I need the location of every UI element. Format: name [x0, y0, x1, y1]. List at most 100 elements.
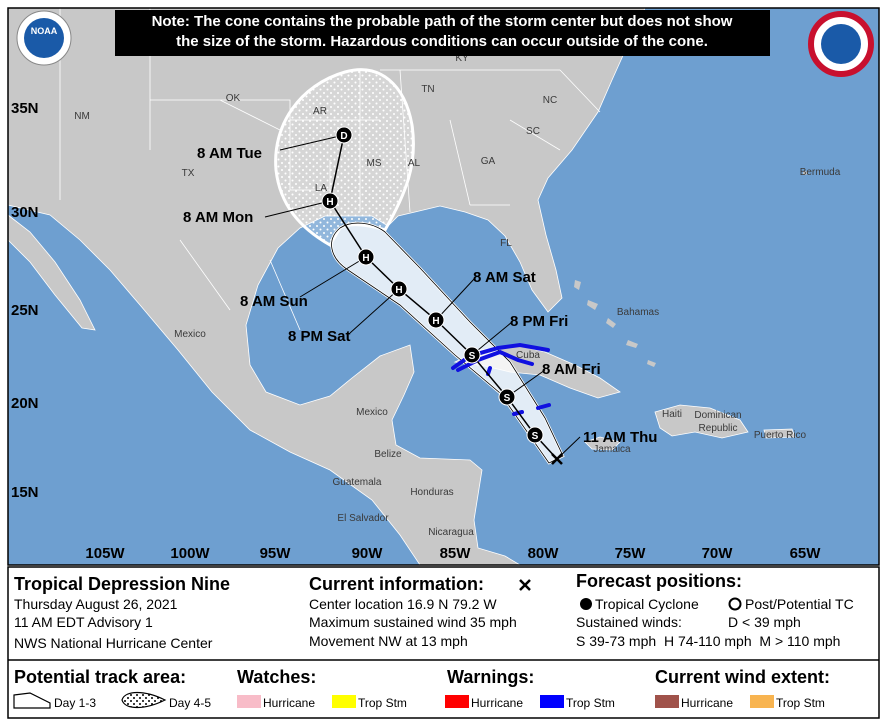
- leader-line: [435, 277, 476, 321]
- forecast-time: 8 PM Sat: [288, 328, 351, 345]
- place-label: Jamaica: [593, 444, 631, 455]
- overlay-layer: 35N 30N 25N 20N 15N 105W 100W 95W 90W 85W 80W 75W 70…: [11, 53, 841, 562]
- legend-item: Hurricane: [681, 696, 733, 710]
- forecast-title: Forecast positions:: [576, 571, 742, 591]
- place-label: FL: [500, 238, 512, 249]
- place-label: Puerto Rico: [754, 430, 807, 441]
- legend-group-title: Warnings:: [447, 667, 534, 687]
- forecast-marker: [498, 388, 516, 406]
- movement: Movement NW at 13 mph: [309, 633, 468, 649]
- legend-swatch: [332, 695, 356, 708]
- land-hispaniola: [654, 404, 749, 439]
- legend-group-title: Current wind extent:: [655, 667, 830, 687]
- land-bermuda: [803, 171, 807, 175]
- land-puerto-rico: [763, 428, 796, 439]
- day45-symbol: [121, 691, 167, 709]
- land-bahamas: [574, 280, 656, 367]
- forecast-marker: [526, 426, 544, 444]
- forecast-marker: [357, 248, 375, 266]
- note-text: the size of the storm. Hazardous conditi…: [176, 33, 708, 50]
- sustained: Sustained winds:: [576, 614, 682, 630]
- storm-name: Tropical Depression Nine: [14, 574, 230, 594]
- place-label: Bahamas: [617, 307, 659, 318]
- lon-label: 105W: [85, 545, 125, 562]
- place-label: Honduras: [410, 487, 453, 498]
- leader-line: [349, 288, 400, 334]
- place-label: OK: [226, 93, 241, 104]
- place-label: Guatemala: [333, 477, 382, 488]
- land-north-america: [7, 7, 646, 566]
- day13-label: Day 1-3: [54, 696, 96, 710]
- forecast-time: 8 AM Tue: [197, 145, 262, 162]
- place-label: El Salvador: [337, 513, 389, 524]
- legend-swatch: [445, 695, 469, 708]
- current-position: [551, 453, 563, 465]
- legend-swatch: [750, 695, 774, 708]
- place-label: AR: [313, 106, 327, 117]
- forecast-marker: [390, 280, 408, 298]
- issuer: NWS National Hurricane Center: [14, 635, 213, 651]
- forecast-marker: [463, 346, 481, 364]
- legend-item: Trop Stm: [566, 696, 615, 710]
- place-label: GA: [481, 156, 496, 167]
- legend-item: Trop Stm: [776, 696, 825, 710]
- lat-label: 15N: [11, 484, 39, 501]
- lat-label: 35N: [11, 100, 39, 117]
- lat-label: 30N: [11, 204, 39, 221]
- forecast-letter: H: [326, 197, 333, 208]
- leader-line: [471, 321, 513, 356]
- forecast-letter: H: [395, 285, 402, 296]
- tc-symbol: [580, 598, 592, 610]
- day45-label: Day 4-5: [169, 696, 211, 710]
- forecast-time: 8 AM Sun: [240, 293, 308, 310]
- noaa-logo-inner: [24, 18, 64, 58]
- forecast-time: 8 AM Mon: [183, 209, 253, 226]
- legend-group-title: Watches:: [237, 667, 316, 687]
- lon-label: 80W: [528, 545, 560, 562]
- post-symbol: [728, 597, 742, 611]
- place-label: AL: [408, 158, 421, 169]
- forecast-letter: S: [469, 351, 476, 362]
- place-label: Belize: [374, 449, 402, 460]
- place-label: KY: [455, 53, 469, 64]
- tc-label: Tropical Cyclone: [595, 596, 699, 612]
- lon-label: 90W: [352, 545, 384, 562]
- place-label: Cuba: [516, 350, 540, 361]
- leader-line: [299, 256, 367, 298]
- place-label: Bermuda: [800, 167, 841, 178]
- place-label: SC: [526, 126, 540, 137]
- lon-label: 75W: [615, 545, 647, 562]
- note-box: [115, 10, 770, 56]
- track-title: Potential track area:: [14, 667, 186, 687]
- map-area: [7, 7, 879, 566]
- lon-label: 100W: [170, 545, 210, 562]
- legend-swatch: [655, 695, 679, 708]
- lon-label: 85W: [440, 545, 472, 562]
- lat-label: 20N: [11, 395, 39, 412]
- max-wind: Maximum sustained wind 35 mph: [309, 614, 517, 630]
- current-title: Current information:: [309, 574, 484, 594]
- place-label: Dominican: [694, 410, 741, 421]
- place-label: LA: [315, 183, 328, 194]
- forecast-marker: [335, 126, 353, 144]
- forecast-time: 8 AM Sat: [473, 269, 536, 286]
- legend-item: Hurricane: [263, 696, 315, 710]
- place-label: Nicaragua: [428, 527, 474, 538]
- legend-item: Hurricane: [471, 696, 523, 710]
- cone-day-4-5: [274, 68, 415, 248]
- forecast-letter: S: [504, 393, 511, 404]
- forecast-letter: S: [532, 431, 539, 442]
- legend-swatch: [540, 695, 564, 708]
- place-label: Republic: [699, 423, 738, 434]
- forecast-letter: D: [340, 131, 347, 142]
- post-label: Post/Potential TC: [745, 596, 854, 612]
- land-baja: [7, 214, 96, 331]
- advisory: 11 AM EDT Advisory 1: [14, 614, 153, 630]
- map-frame: [7, 7, 880, 566]
- center-location: Center location 16.9 N 79.2 W: [309, 596, 497, 612]
- issue-date: Thursday August 26, 2021: [14, 596, 178, 612]
- lon-label: 65W: [790, 545, 822, 562]
- lon-label: 95W: [260, 545, 292, 562]
- place-label: TX: [182, 168, 195, 179]
